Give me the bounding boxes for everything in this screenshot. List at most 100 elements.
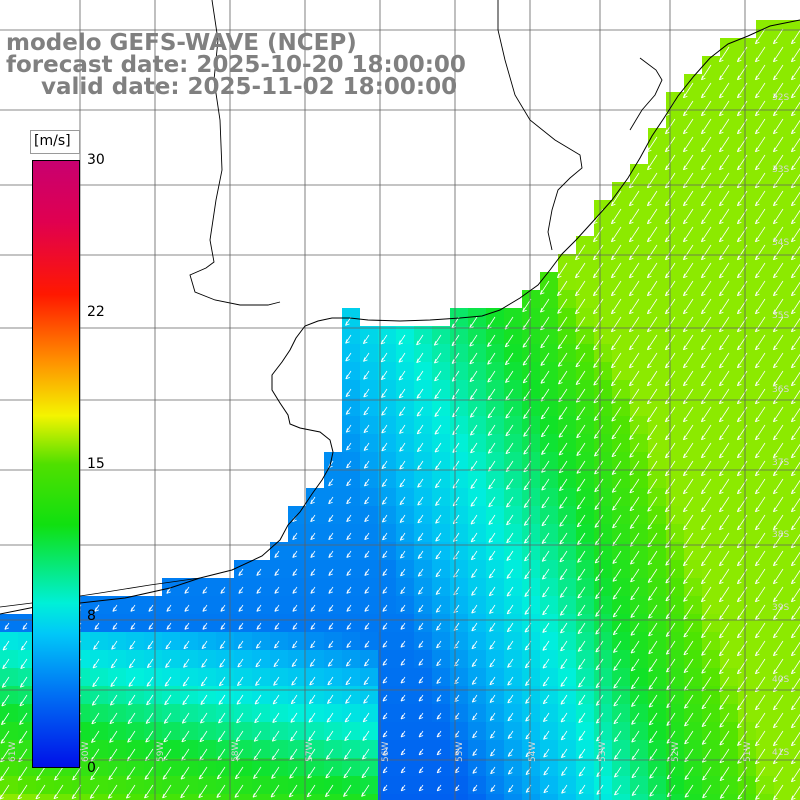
- wind-arrowhead: [364, 589, 369, 594]
- wind-arrowhead: [755, 741, 760, 747]
- wind-arrow: [575, 334, 586, 350]
- wind-arrow: [701, 550, 712, 566]
- wind-arrow: [487, 352, 496, 365]
- wind-arrow: [719, 658, 730, 674]
- wind-arrow: [755, 280, 766, 296]
- wind-arrowhead: [719, 255, 724, 261]
- wind-arrowhead: [400, 571, 405, 577]
- colorbar-tick: 22: [87, 304, 105, 320]
- wind-arrowhead: [773, 183, 778, 189]
- wind-arrowhead: [181, 737, 187, 743]
- wind-arrowhead: [701, 111, 706, 117]
- wind-arrowhead: [507, 752, 513, 757]
- wind-arrow: [469, 406, 478, 418]
- wind-arrowhead: [647, 183, 652, 189]
- wind-arrowhead: [504, 342, 510, 348]
- wind-arrowhead: [755, 633, 760, 639]
- wind-arrowhead: [755, 147, 760, 153]
- wind-arrowhead: [683, 507, 688, 513]
- wind-arrow: [773, 28, 784, 44]
- wind-arrowhead: [201, 663, 206, 668]
- wind-arrowhead: [507, 770, 513, 775]
- wind-arrow: [719, 334, 730, 350]
- wind-arrow: [791, 227, 800, 242]
- field-cell: [792, 308, 800, 326]
- wind-arrowhead: [773, 525, 778, 531]
- wind-arrowhead: [558, 468, 564, 474]
- wind-arrowhead: [560, 735, 566, 741]
- field-cell: [792, 182, 800, 200]
- wind-arrowhead: [255, 644, 261, 649]
- wind-arrow: [684, 748, 694, 762]
- wind-arrow: [109, 712, 118, 725]
- field-cell: [792, 200, 800, 218]
- colorbar: [32, 160, 80, 768]
- wind-arrow: [1, 712, 10, 725]
- wind-arrowhead: [418, 661, 424, 666]
- wind-arrowhead: [683, 381, 688, 387]
- field-cell: [792, 596, 800, 614]
- wind-arrow: [542, 622, 550, 633]
- wind-arrowhead: [166, 607, 171, 612]
- wind-arrow: [576, 496, 586, 510]
- wind-arrowhead: [683, 255, 688, 261]
- wind-arrowhead: [647, 507, 652, 512]
- wind-arrow: [271, 766, 280, 779]
- wind-arrowhead: [506, 538, 511, 544]
- wind-arrowhead: [773, 291, 778, 297]
- wind-arrow: [683, 244, 694, 260]
- wind-arrowhead: [611, 273, 616, 279]
- wind-arrowhead: [791, 75, 796, 81]
- wind-arrowhead: [683, 615, 688, 620]
- wind-arrowhead: [701, 93, 706, 99]
- wind-arrowhead: [164, 681, 170, 687]
- wind-arrowhead: [647, 165, 652, 171]
- wind-arrowhead: [181, 719, 187, 724]
- field-cell: [792, 326, 800, 344]
- wind-arrowhead: [683, 632, 688, 638]
- wind-arrow: [701, 514, 712, 530]
- wind-arrowhead: [198, 793, 203, 798]
- wind-arrowhead: [504, 360, 510, 366]
- wind-arrow: [791, 659, 800, 674]
- wind-arrow: [146, 694, 154, 706]
- wind-arrowhead: [416, 340, 421, 346]
- wind-arrow: [701, 658, 712, 674]
- wind-arrow: [434, 370, 442, 382]
- wind-arrowhead: [543, 753, 548, 758]
- wind-arrowhead: [791, 93, 796, 99]
- wind-arrowhead: [737, 669, 742, 675]
- wind-arrowhead: [17, 794, 22, 800]
- wind-arrowhead: [575, 380, 581, 385]
- wind-arrowhead: [791, 597, 796, 603]
- wind-arrow: [719, 730, 730, 746]
- wind-arrowhead: [328, 625, 334, 630]
- wind-arrow: [719, 280, 730, 296]
- wind-arrow: [18, 730, 28, 744]
- wind-arrowhead: [631, 791, 637, 796]
- wind-arrow: [613, 748, 622, 760]
- wind-arrowhead: [560, 753, 566, 759]
- wind-arrow: [611, 442, 622, 457]
- wind-arrowhead: [400, 607, 405, 612]
- wind-arrow: [791, 137, 800, 152]
- wind-arrowhead: [310, 589, 315, 594]
- wind-arrowhead: [363, 680, 369, 686]
- wind-arrow: [647, 298, 658, 314]
- wind-arrowhead: [665, 237, 670, 243]
- wind-arrowhead: [523, 503, 529, 508]
- wind-arrow: [773, 514, 784, 530]
- wind-arrowhead: [791, 255, 796, 261]
- wind-arrowhead: [19, 701, 25, 707]
- wind-arrowhead: [163, 719, 169, 724]
- wind-arrowhead: [576, 415, 581, 421]
- wind-arrowhead: [755, 615, 760, 621]
- wind-arrow: [719, 478, 730, 494]
- wind-arrowhead: [202, 625, 208, 630]
- field-cell: [702, 794, 720, 800]
- wind-arrow: [684, 766, 694, 780]
- wind-arrow: [2, 658, 10, 669]
- wind-arrow: [791, 281, 800, 296]
- wind-arrow: [541, 550, 550, 562]
- wind-arrow: [791, 119, 800, 134]
